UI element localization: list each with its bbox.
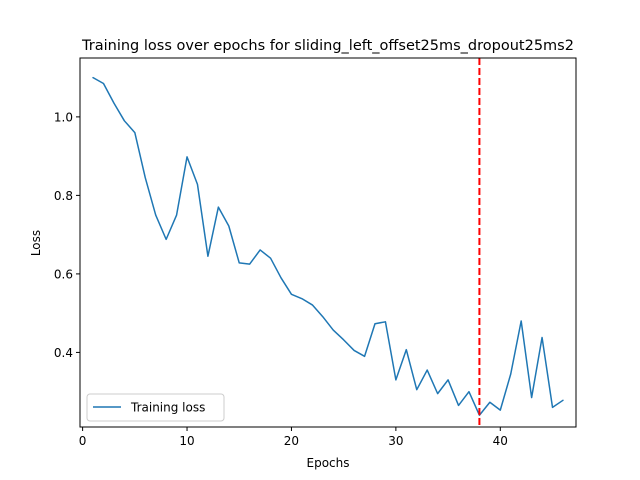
- plot-frame: [79, 57, 577, 428]
- series-line-training-loss: [92, 76, 564, 416]
- chart-title: Training loss over epochs for sliding_le…: [81, 38, 574, 54]
- y-tick-label: 1.0: [54, 110, 73, 124]
- plot-area: 0 10 20 30 40 0.4 0.6 0.8 1.0: [54, 58, 564, 448]
- x-tick-label: 20: [284, 434, 299, 448]
- x-axis-label: Epochs: [307, 456, 350, 470]
- x-tick-label: 40: [493, 434, 508, 448]
- x-tick-label: 0: [79, 434, 87, 448]
- legend: Training loss: [86, 393, 225, 422]
- y-tick-label: 0.6: [54, 267, 73, 281]
- legend-label: Training loss: [130, 401, 205, 415]
- legend-box: [86, 393, 225, 422]
- x-tick-label: 10: [179, 434, 194, 448]
- y-tick-label: 0.8: [54, 189, 73, 203]
- y-axis-label: Loss: [29, 230, 43, 256]
- y-tick-label: 0.4: [54, 346, 73, 360]
- x-tick-label: 30: [388, 434, 403, 448]
